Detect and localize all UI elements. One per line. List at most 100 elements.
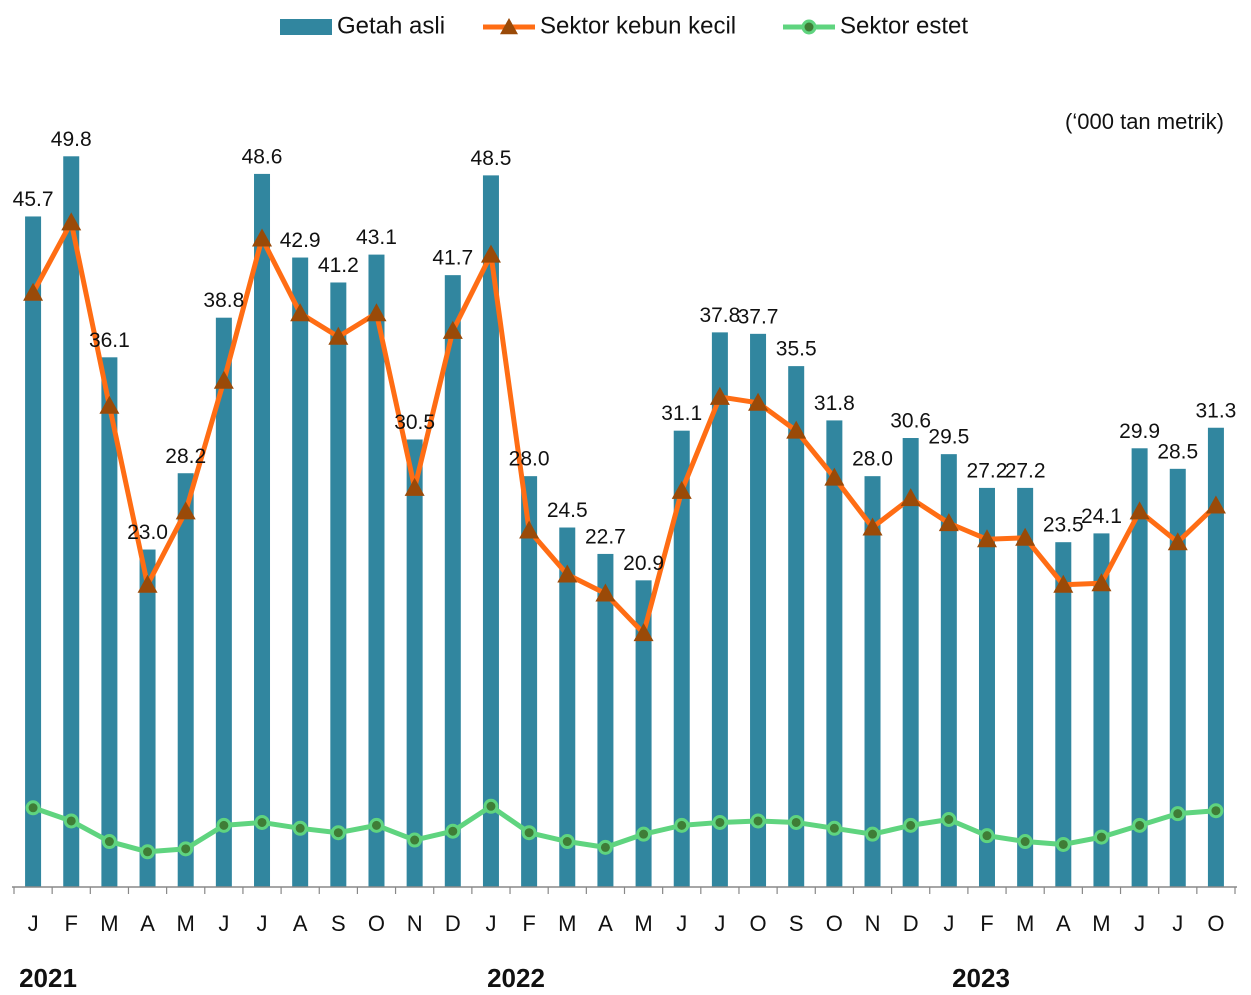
circle-marker <box>25 800 41 816</box>
bar <box>139 549 156 887</box>
triangle-marker <box>99 395 120 414</box>
data-label: 27.2 <box>967 459 1008 482</box>
x-tick-label: M <box>100 911 118 936</box>
data-label: 29.5 <box>928 426 969 449</box>
x-tick-label: F <box>522 911 535 936</box>
data-label: 41.7 <box>432 247 473 270</box>
data-label: 48.6 <box>242 145 283 168</box>
x-tick-label: J <box>28 911 39 936</box>
year-label: 2021 <box>19 963 77 993</box>
x-tick-label: F <box>980 911 993 936</box>
bar <box>101 357 118 887</box>
triangle-marker <box>175 501 196 520</box>
circle-marker <box>1055 836 1071 852</box>
x-tick-label: O <box>826 911 843 936</box>
triangle-marker <box>633 623 654 642</box>
circle-marker <box>216 817 232 833</box>
triangle-marker <box>61 212 82 231</box>
bar <box>750 333 767 887</box>
bar <box>254 173 271 887</box>
data-label: 37.8 <box>699 304 740 327</box>
data-label: 24.1 <box>1081 505 1122 528</box>
legend-label: Sektor estet <box>840 12 968 39</box>
data-label: 30.6 <box>890 410 931 433</box>
triangle-marker <box>900 488 921 507</box>
circle-marker <box>521 825 537 841</box>
bar <box>1093 533 1110 887</box>
bar <box>444 275 461 887</box>
x-tick-label: J <box>218 911 229 936</box>
bar <box>673 430 690 887</box>
x-tick-label: M <box>1016 911 1034 936</box>
triangle-marker <box>976 529 997 548</box>
x-tick-label: S <box>331 911 346 936</box>
bar <box>1017 487 1034 887</box>
circle-marker <box>292 820 308 836</box>
bar <box>711 332 728 887</box>
triangle-marker <box>786 420 807 439</box>
data-label: 22.7 <box>585 525 626 548</box>
circle-marker <box>865 826 881 842</box>
triangle-marker <box>862 517 883 536</box>
circle-marker <box>1017 834 1033 850</box>
bar <box>368 254 385 887</box>
legend-swatch <box>280 19 332 35</box>
bar <box>864 476 881 887</box>
data-label: 42.9 <box>280 229 321 252</box>
circle-marker <box>712 814 728 830</box>
triangle-marker <box>290 303 311 322</box>
circle-marker <box>140 844 156 860</box>
data-label: 37.7 <box>738 305 779 328</box>
circle-marker <box>254 814 270 830</box>
triangle-marker <box>709 386 730 405</box>
x-tick-label: S <box>789 911 804 936</box>
x-tick-label: O <box>749 911 766 936</box>
unit-note: (‘000 tan metrik) <box>1065 109 1224 134</box>
circle-marker <box>788 814 804 830</box>
circle-marker <box>483 798 499 814</box>
bar <box>177 473 194 887</box>
x-tick-label: J <box>676 911 687 936</box>
bar <box>406 439 423 887</box>
circle-marker <box>445 823 461 839</box>
circle-marker <box>101 834 117 850</box>
triangle-marker <box>23 282 44 301</box>
bar <box>940 454 957 887</box>
data-label: 30.5 <box>394 411 435 434</box>
x-tick-label: A <box>293 911 308 936</box>
triangle-marker <box>480 244 501 263</box>
triangle-marker <box>748 392 769 411</box>
triangle-marker <box>1015 527 1036 546</box>
circle-marker <box>979 828 995 844</box>
data-label: 35.5 <box>776 338 817 361</box>
x-tick-label: J <box>943 911 954 936</box>
triangle-marker <box>404 477 425 496</box>
triangle-marker <box>213 370 234 389</box>
x-tick-label: F <box>65 911 78 936</box>
bar <box>902 438 919 887</box>
circle-marker <box>178 841 194 857</box>
circle-marker <box>1208 803 1224 819</box>
bar <box>1055 542 1072 887</box>
triangle-marker <box>671 480 692 499</box>
x-tick-label: J <box>257 911 268 936</box>
triangle-marker <box>1167 532 1188 551</box>
data-label: 23.0 <box>127 521 168 544</box>
line-series <box>30 219 1218 636</box>
year-label: 2023 <box>952 963 1010 993</box>
bar <box>1169 468 1186 887</box>
circle-marker <box>559 834 575 850</box>
circle-marker <box>1132 817 1148 833</box>
triangle-marker <box>1129 501 1150 520</box>
bar <box>330 282 347 887</box>
data-label: 41.2 <box>318 254 359 277</box>
bar <box>292 257 309 887</box>
data-label: 48.5 <box>471 147 512 170</box>
triangle-marker <box>519 520 540 539</box>
bar <box>826 420 843 887</box>
triangle-marker <box>366 303 387 322</box>
circle-marker <box>750 813 766 829</box>
bar <box>63 156 80 887</box>
x-tick-label: N <box>865 911 881 936</box>
bar <box>1131 448 1148 887</box>
